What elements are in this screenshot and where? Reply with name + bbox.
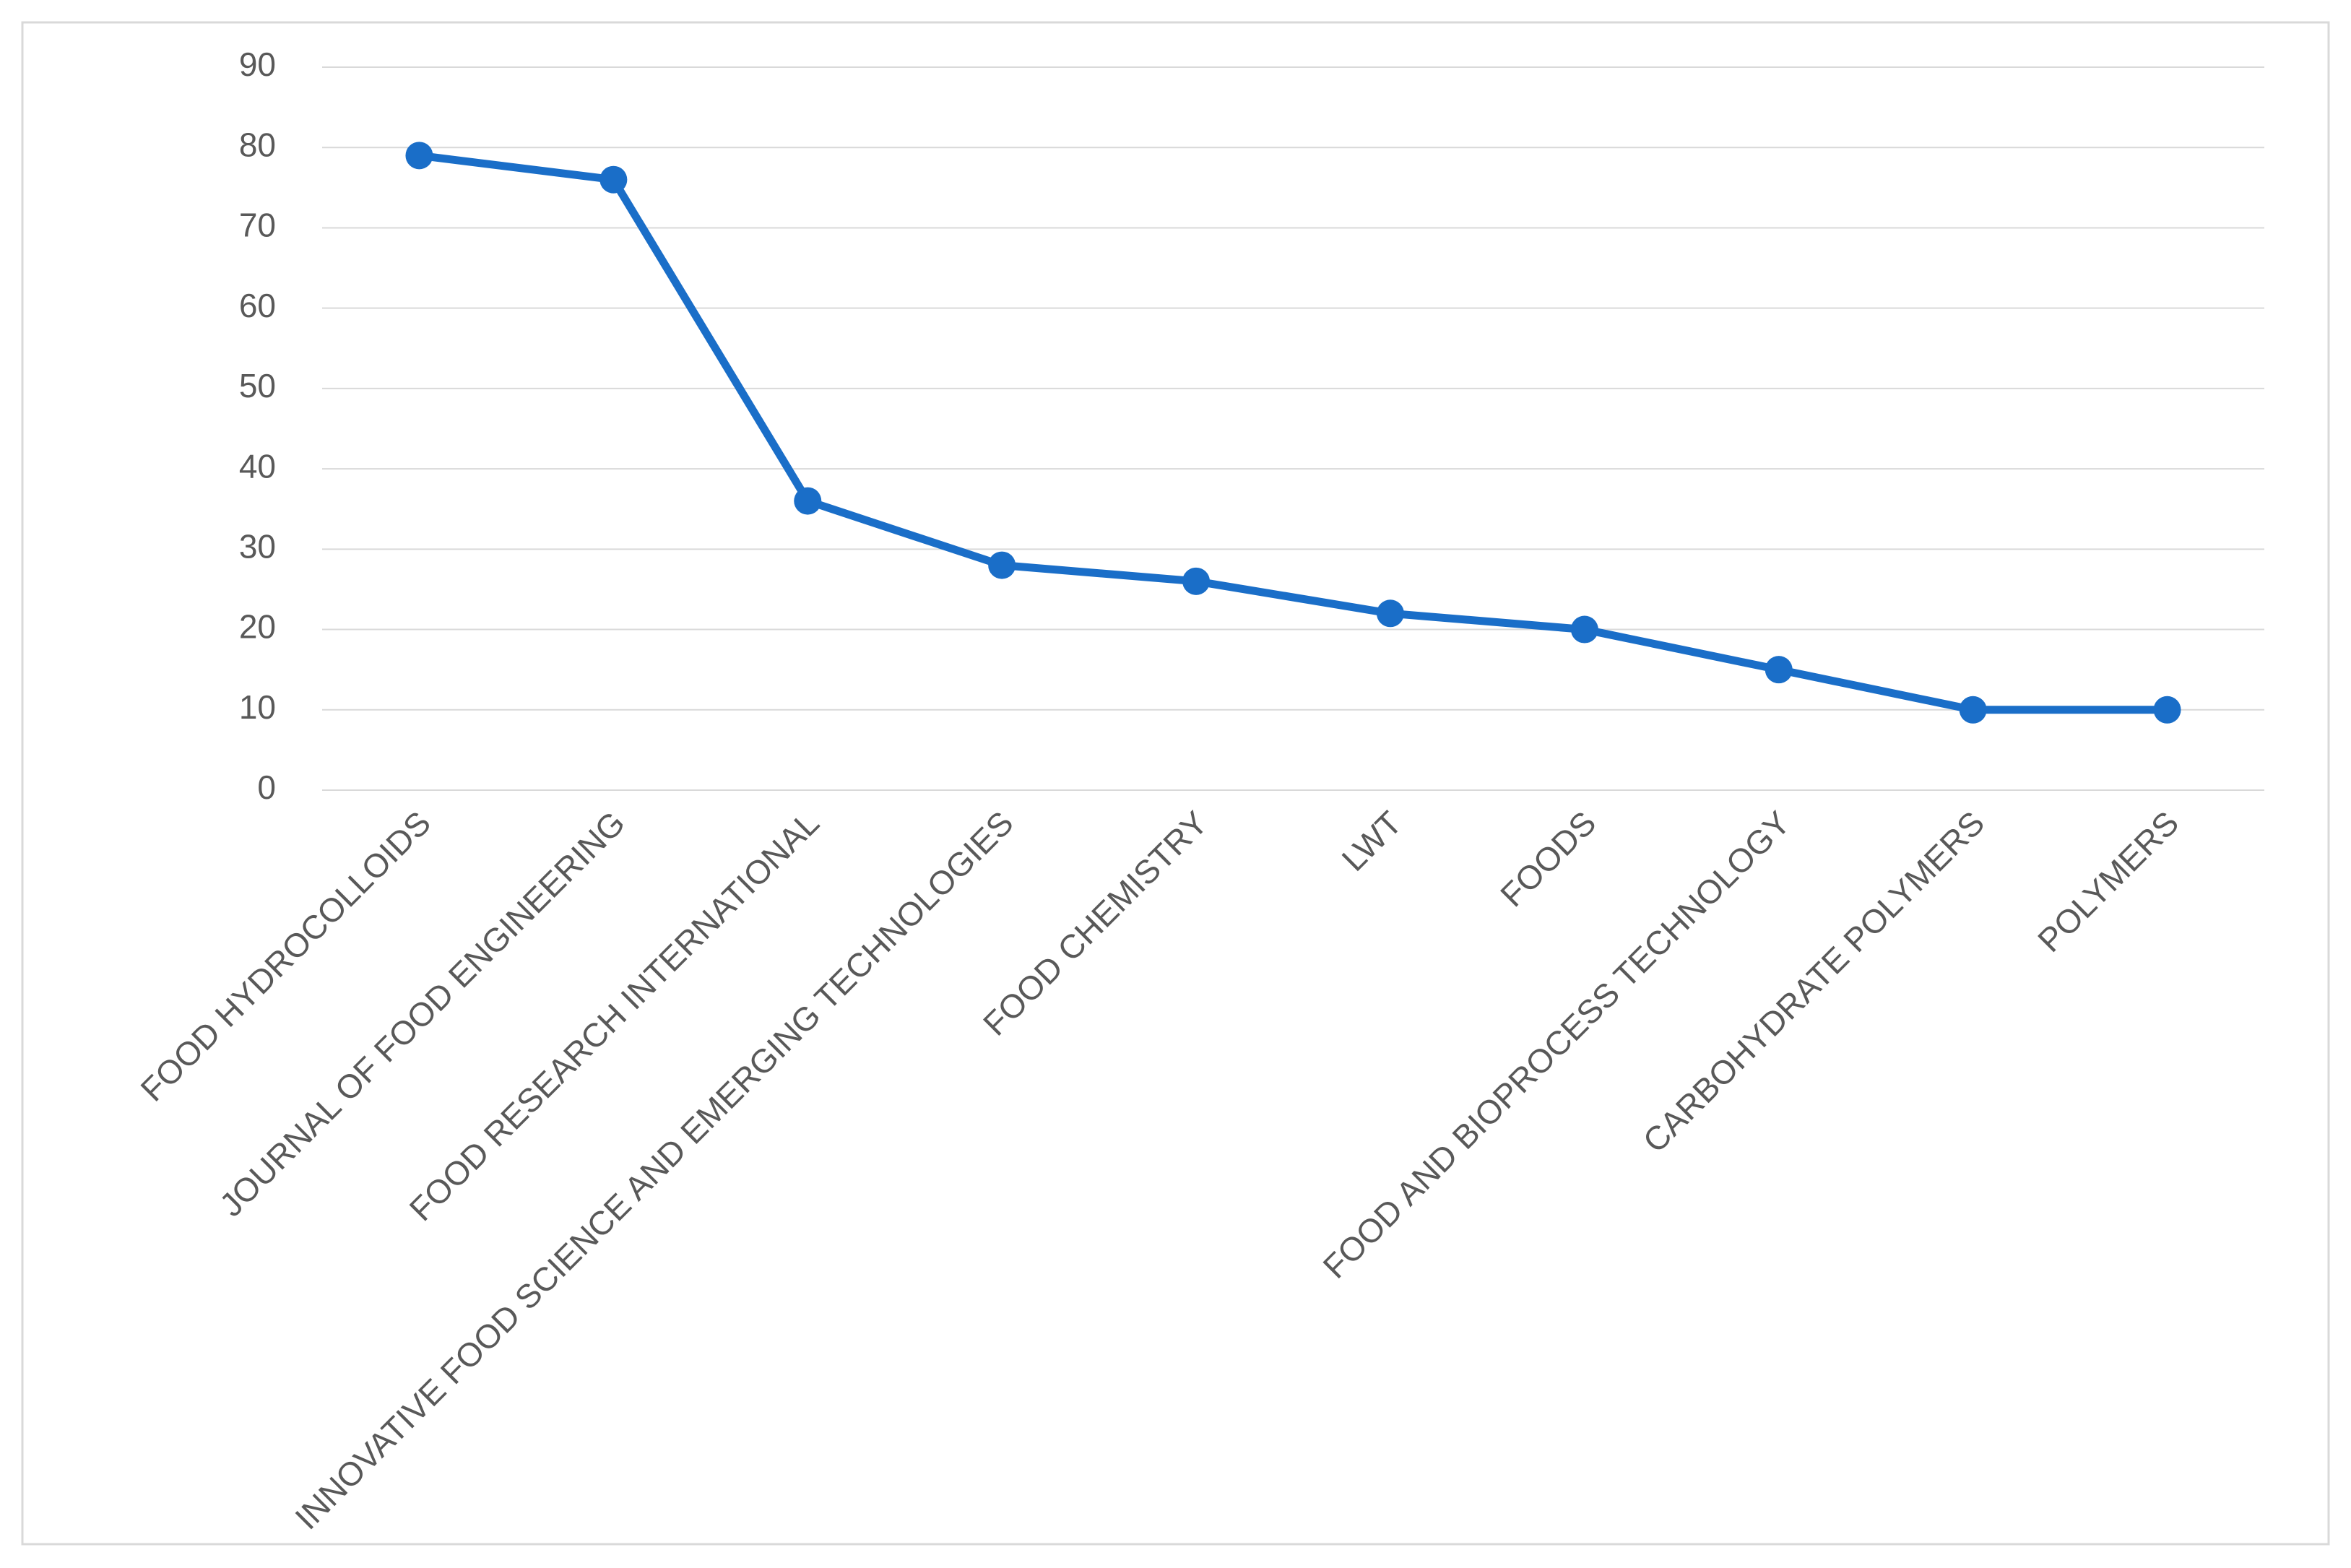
y-tick-label: 60 (239, 287, 276, 324)
data-point (1182, 567, 1211, 595)
data-point (599, 165, 628, 194)
y-tick-label: 80 (239, 126, 276, 163)
y-tick-label: 10 (239, 688, 276, 726)
y-tick-label: 20 (239, 608, 276, 646)
data-point (1765, 656, 1793, 684)
y-tick-label: 90 (239, 46, 276, 83)
y-tick-label: 30 (239, 527, 276, 565)
data-point (2153, 696, 2181, 724)
data-point (1570, 615, 1598, 644)
data-point (988, 551, 1016, 579)
y-tick-label: 40 (239, 447, 276, 485)
data-point (405, 142, 433, 170)
y-tick-label: 0 (257, 768, 276, 806)
chart-border (21, 21, 2330, 1546)
data-line (418, 151, 2168, 714)
y-tick-label: 70 (239, 207, 276, 244)
y-tick-label: 50 (239, 367, 276, 404)
data-point (1959, 696, 1987, 724)
data-point (1376, 599, 1404, 628)
data-point (794, 487, 822, 515)
